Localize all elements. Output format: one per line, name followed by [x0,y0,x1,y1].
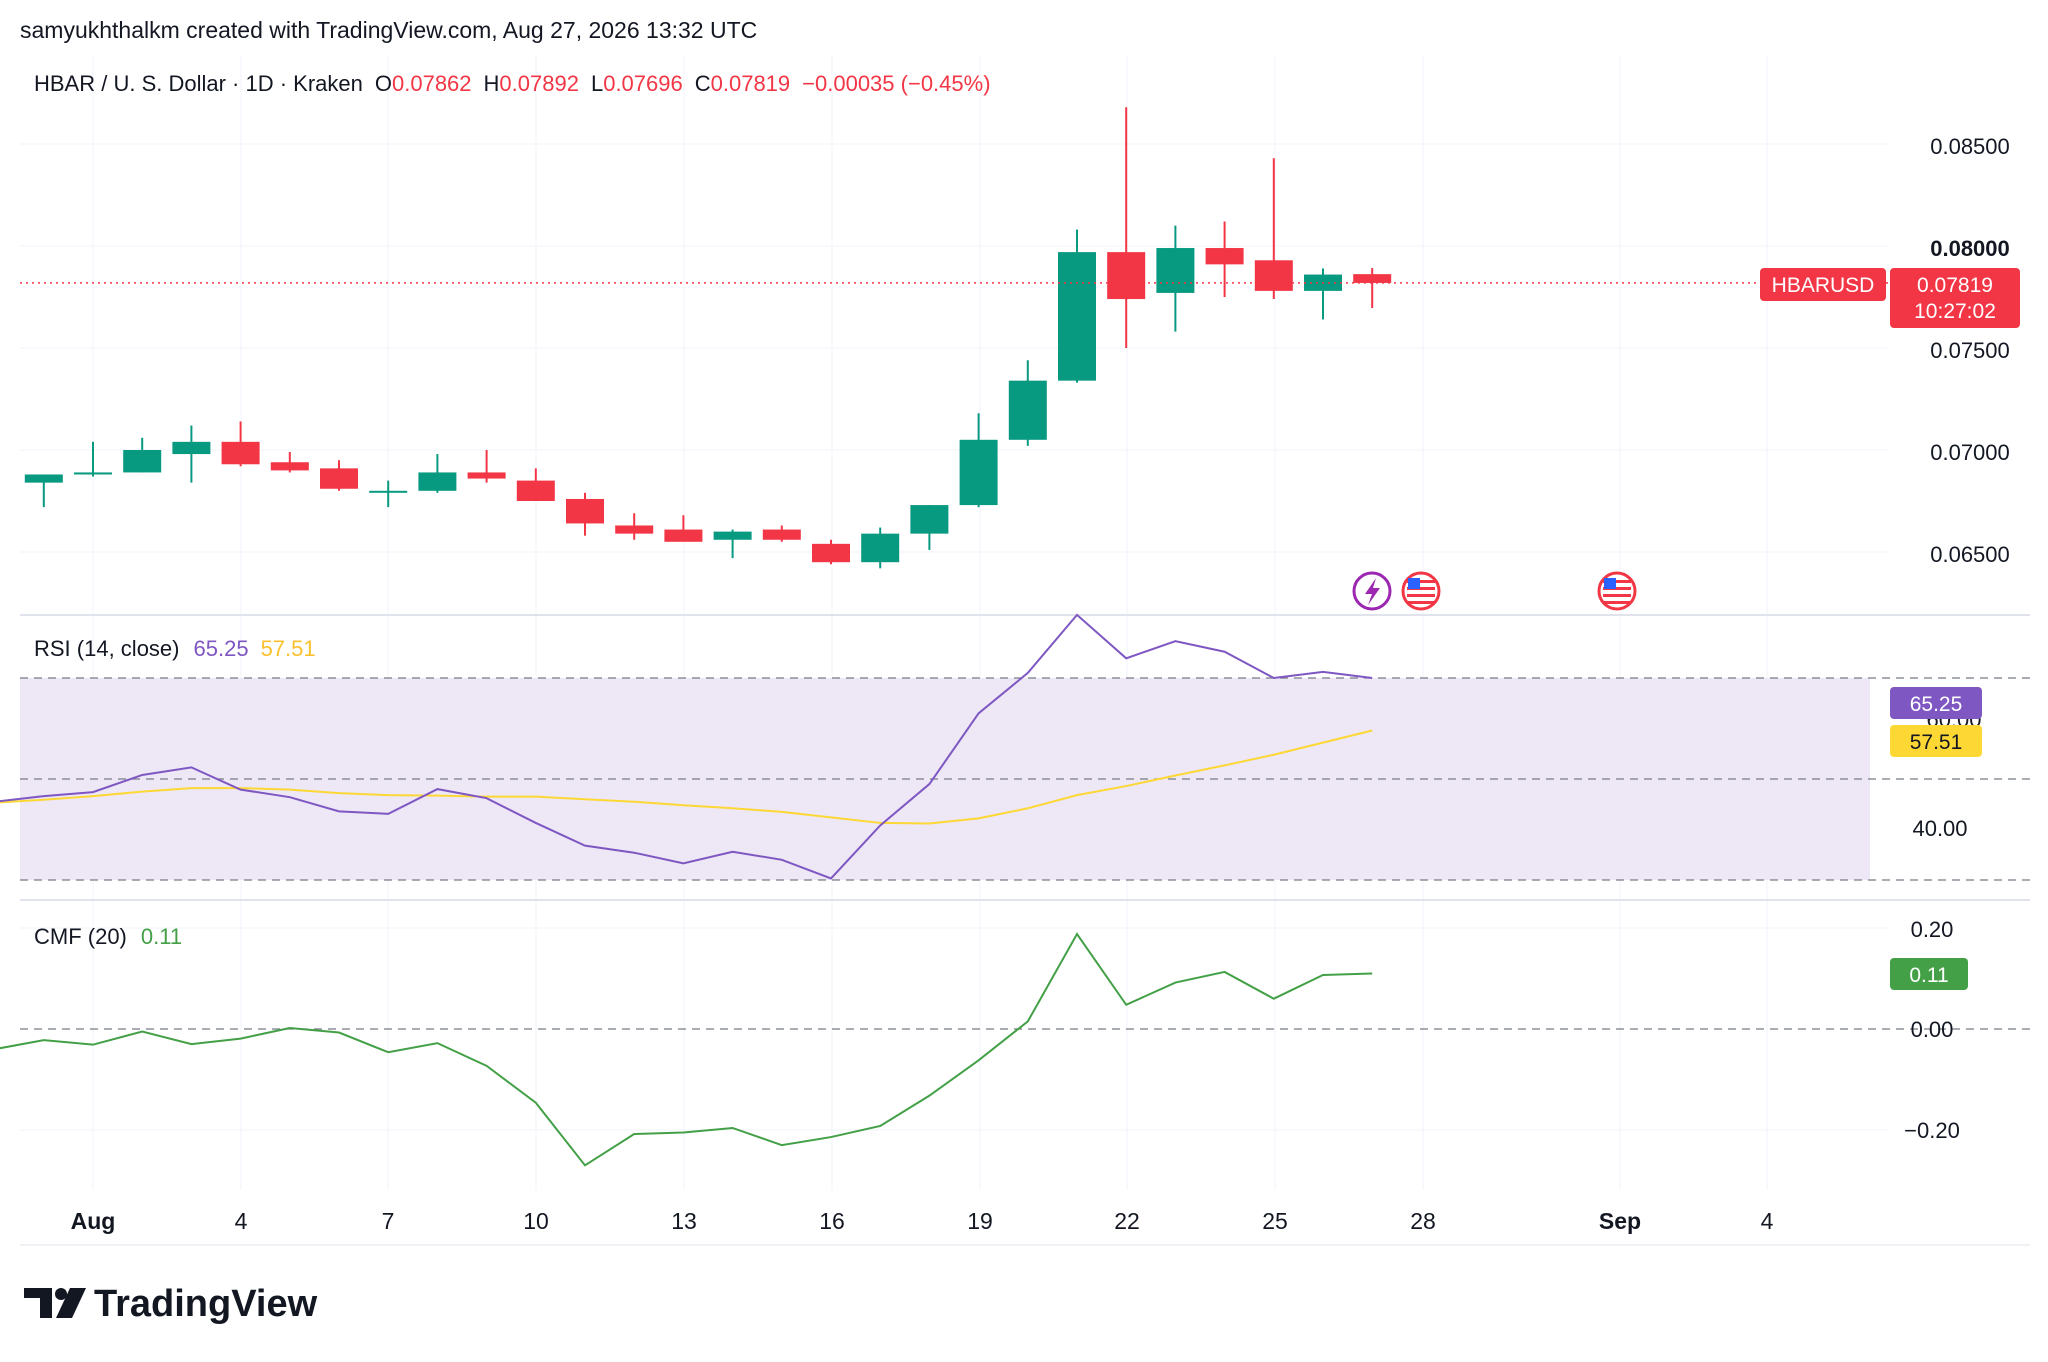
cmf-line [0,932,1373,1167]
lightning-icon[interactable] [1352,571,1392,611]
candle-body [1156,248,1195,293]
open-value: 0.07862 [392,71,472,96]
open-label: O [375,71,392,96]
candle-body [1205,248,1244,265]
time-label: 4 [1761,1208,1774,1234]
time-label: 4 [235,1208,248,1234]
close-value: 0.07819 [711,71,791,96]
cmf-value-tag: 0.11 [1909,964,1948,987]
candle-body [615,525,654,534]
time-label: 28 [1410,1208,1436,1234]
rsi-ma-tag: 57.51 [1910,731,1963,754]
cmf-tick: 0.00 [1911,1017,1954,1042]
tv-logo-icon [24,1288,86,1318]
rsi-tick: 40.00 [1912,816,1967,841]
time-label: 25 [1262,1208,1288,1234]
candle-body [910,505,949,534]
high-value: 0.07892 [499,71,579,96]
candle-body [664,529,703,542]
candle-body [713,531,752,540]
close-label: C [695,71,711,96]
candle-body [221,441,260,465]
time-label: 16 [819,1208,845,1234]
rsi-band-layer [20,677,2030,881]
last-price-bg [1890,268,2020,328]
low-value: 0.07696 [603,71,683,96]
candles-layer [20,107,1890,569]
rsi-title: RSI (14, close) [34,636,180,661]
candle-body [467,472,506,479]
time-label: 13 [671,1208,697,1234]
us-flag-icon[interactable] [1597,571,1637,611]
price-tick: 0.07500 [1930,338,2010,363]
cmf-title: CMF (20) [34,924,127,949]
candle-body [369,490,408,493]
price-axis[interactable]: 0.08500 0.08000 0.07500 0.07000 0.06500 [1930,134,2010,567]
candle-body [1353,274,1392,283]
ohlc-legend: HBAR / U. S. Dollar · 1D · Kraken O0.0786… [34,71,991,96]
candle-body [959,439,998,506]
cmf-tick: −0.20 [1904,1118,1960,1143]
cmf-axis[interactable]: 0.20 0.11 0.00 −0.20 [1890,917,1968,1143]
candle-body [861,533,900,563]
rsi-ma-line [0,729,1373,825]
rsi-layer [0,613,1373,880]
candle-body [1107,252,1146,300]
us-flag-icon[interactable] [1401,571,1441,611]
symbol-label: HBAR / U. S. Dollar · 1D · Kraken [34,71,363,96]
candle-body [320,468,358,489]
candle-body [566,498,604,524]
time-label: 7 [382,1208,395,1234]
rsi-value-tag-bg [1890,687,1982,719]
last-price-marker: HBARUSD 0.07819 10:27:02 [1760,268,2020,328]
low-label: L [591,71,603,96]
time-axis[interactable]: Aug 4 7 10 13 16 19 22 25 28 Sep 4 [71,1208,1774,1234]
time-label: 19 [967,1208,993,1234]
symbol-tag-bg [1760,268,1886,301]
tv-logo-text: TradingView [94,1283,318,1325]
price-tick-highlight: 0.08000 [1930,236,2010,261]
high-label: H [484,71,500,96]
candle-body [1008,380,1047,440]
time-label: Aug [71,1208,116,1234]
creator-line: samyukhthalkm created with TradingView.c… [20,17,757,43]
rsi-value: 65.25 [194,636,249,661]
event-icons[interactable] [1352,571,1637,611]
price-tick: 0.06500 [1930,542,2010,567]
time-label: 22 [1114,1208,1140,1234]
price-tick: 0.08500 [1930,134,2010,159]
cmf-legend: CMF (20) 0.11 [34,924,182,949]
rsi-ma-value: 57.51 [261,636,316,661]
candle-body [172,441,211,455]
time-label: 10 [523,1208,549,1234]
last-price-label: 0.07819 [1917,274,1993,297]
candle-body [418,472,457,491]
cmf-value-tag-bg [1890,958,1968,990]
candle-body [1254,260,1293,291]
cmf-value: 0.11 [141,924,182,949]
cmf-tick: 0.20 [1911,917,1954,942]
candle-body [123,450,162,473]
candle-body [270,462,309,471]
candle-body [1058,252,1096,381]
tradingview-logo: TradingView [24,1283,318,1325]
candle-body [812,543,850,563]
rsi-legend: RSI (14, close) 65.25 57.51 [34,636,316,661]
candle-body [74,472,112,475]
symbol-tag: HBARUSD [1772,274,1875,297]
cmf-layer [0,932,1373,1167]
candle-body [762,529,801,540]
rsi-line [0,613,1373,880]
time-label: Sep [1599,1208,1641,1234]
rsi-value-tag: 65.25 [1910,693,1963,716]
countdown-label: 10:27:02 [1914,300,1996,323]
grid-layer [20,55,2030,1246]
change-value: −0.00035 (−0.45%) [802,71,990,96]
rsi-axis[interactable]: 60.00 65.25 57.51 40.00 [1890,687,1982,841]
candle-body [516,480,555,501]
candle-body [24,474,63,483]
rsi-ma-tag-bg [1890,725,1982,757]
price-tick: 0.07000 [1930,440,2010,465]
